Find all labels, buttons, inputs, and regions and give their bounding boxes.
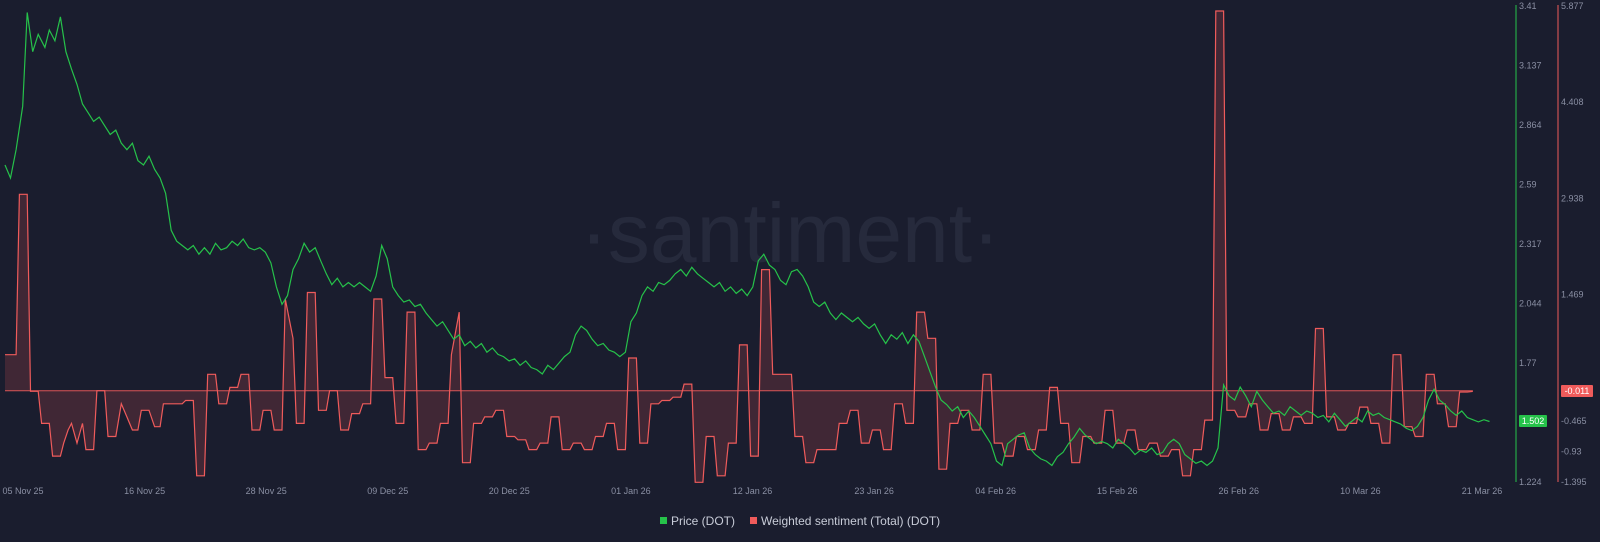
price-value-badge: 1.502 (1519, 415, 1547, 427)
sentiment-tick-label: -1.395 (1561, 477, 1587, 487)
x-tick-label: 15 Feb 26 (1097, 486, 1138, 496)
price-tick-label: 2.59 (1519, 180, 1537, 190)
sentiment-tick-label: 5.877 (1561, 1, 1584, 11)
sentiment-tick-label: 4.408 (1561, 97, 1584, 107)
watermark: ·santiment· (580, 186, 1000, 280)
x-tick-label: 23 Jan 26 (854, 486, 894, 496)
legend-swatch-sentiment (750, 517, 757, 524)
sentiment-badge-text: -0.011 (1565, 386, 1590, 396)
price-badge-bg (1519, 415, 1547, 427)
x-tick-label: 12 Jan 26 (733, 486, 773, 496)
x-tick-label: 04 Feb 26 (975, 486, 1016, 496)
sentiment-axis-ticks: 5.877 4.408 2.938 1.469 -0.93 -1.395 (1561, 1, 1587, 487)
x-tick-label: 28 Nov 25 (246, 486, 287, 496)
legend-label-sentiment: Weighted sentiment (Total) (DOT) (761, 514, 940, 528)
sentiment-series (5, 10, 1473, 483)
sentiment-line (5, 10, 1473, 483)
price-tick-label: 3.41 (1519, 1, 1537, 11)
legend: Price (DOT) Weighted sentiment (Total) (… (660, 514, 940, 528)
x-tick-label: 16 Nov 25 (124, 486, 165, 496)
price-tick-label: 1.224 (1519, 477, 1542, 487)
price-tick-label: 3.137 (1519, 60, 1542, 70)
price-tick-label: 1.77 (1519, 358, 1537, 368)
sentiment-badge-bg (1561, 385, 1593, 397)
price-series (4, 12, 1490, 467)
price-tick-label: 2.864 (1519, 120, 1542, 130)
x-tick-label: 10 Mar 26 (1340, 486, 1381, 496)
price-line (4, 12, 1490, 467)
legend-swatch-price (660, 517, 667, 524)
x-tick-label: 05 Nov 25 (2, 486, 43, 496)
sentiment-tick-label: 1.469 (1561, 290, 1584, 300)
legend-label-price: Price (DOT) (671, 514, 735, 528)
price-axis-ticks: 3.41 3.137 2.864 2.59 2.317 2.044 1.77 1.224 (1519, 1, 1542, 487)
x-axis-ticks: 05 Nov 25 16 Nov 25 28 Nov 25 09 Dec 25 20 D… (2, 486, 1502, 496)
x-tick-label: 01 Jan 26 (611, 486, 651, 496)
sentiment-tick-label: 2.938 (1561, 193, 1584, 203)
x-tick-label: 09 Dec 25 (367, 486, 408, 496)
x-tick-label: 26 Feb 26 (1219, 486, 1260, 496)
x-tick-label: 20 Dec 25 (489, 486, 530, 496)
x-tick-label: 21 Mar 26 (1462, 486, 1503, 496)
price-badge-text: 1.502 (1522, 416, 1545, 426)
price-tick-label: 2.317 (1519, 239, 1542, 249)
price-axis-extra-tick: -0.465 (1561, 416, 1587, 426)
sentiment-value-badge: -0.011 (1561, 385, 1593, 397)
price-tick-label: 2.044 (1519, 298, 1542, 308)
sentiment-tick-label: -0.93 (1561, 447, 1582, 457)
